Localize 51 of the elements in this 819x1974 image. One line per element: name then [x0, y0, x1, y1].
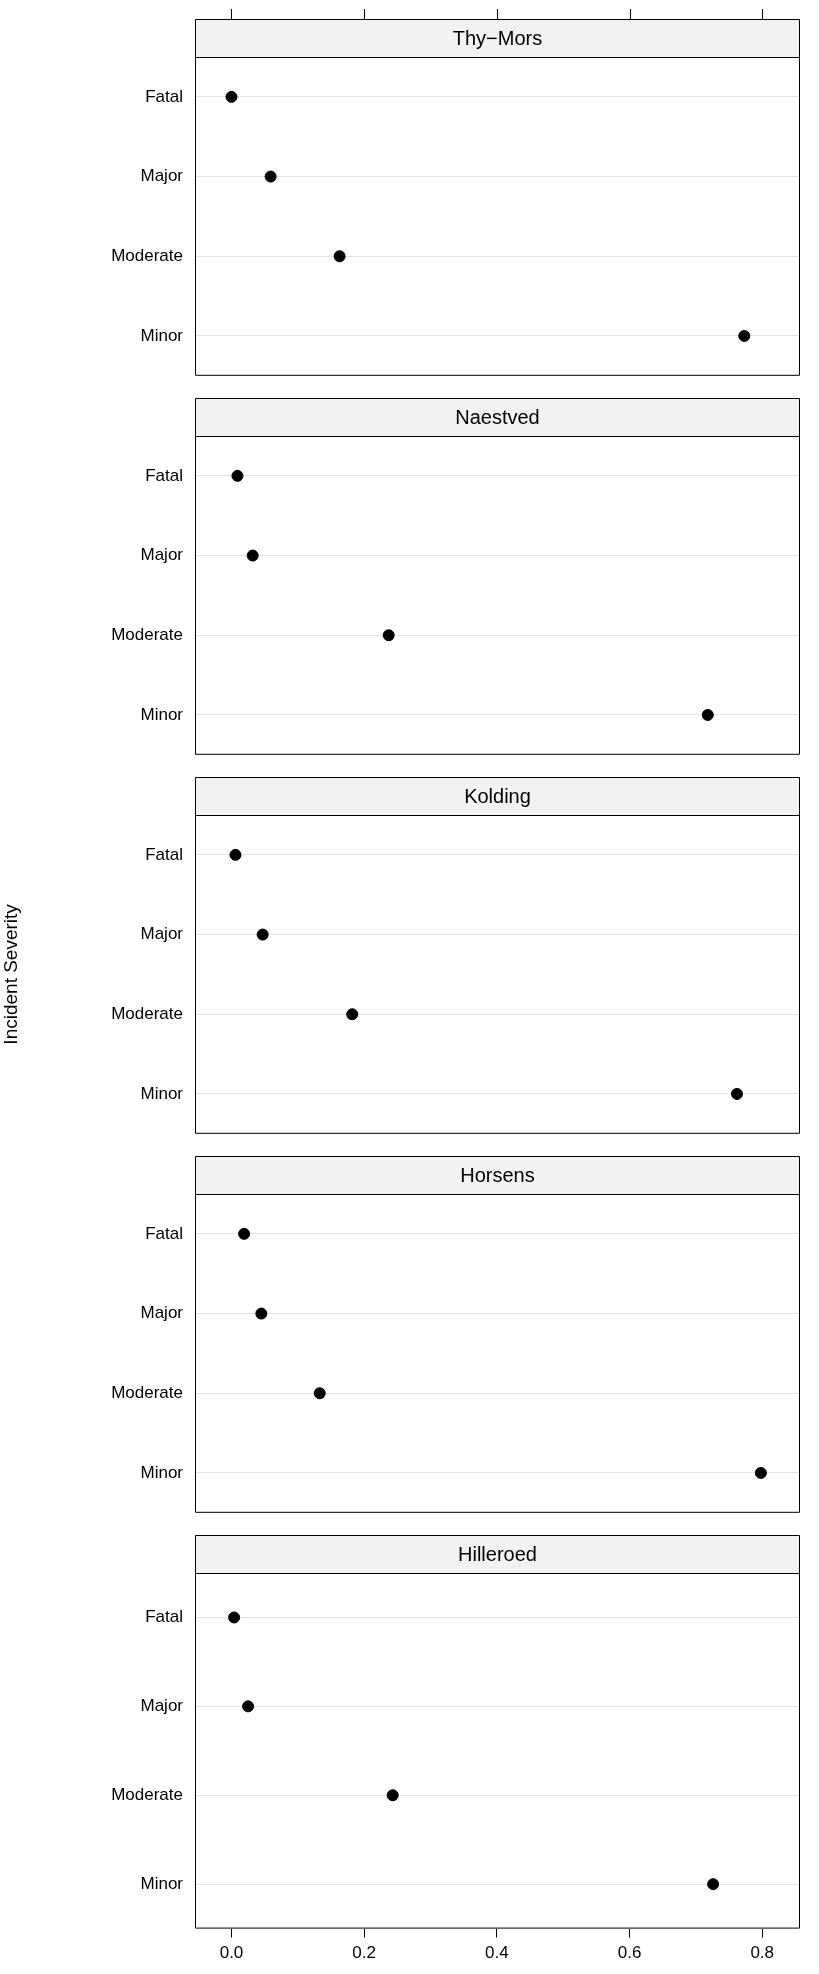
point — [701, 708, 714, 721]
chart-title: Kolding — [464, 784, 531, 807]
y-tick-label: Fatal — [145, 844, 183, 864]
point — [228, 1611, 241, 1624]
point — [386, 1789, 399, 1802]
point — [255, 1307, 268, 1320]
y-tick-label: Moderate — [111, 245, 183, 265]
point — [246, 549, 259, 562]
y-tick-label: Minor — [140, 1083, 184, 1103]
x-tick-label: 0.2 — [352, 1943, 376, 1963]
point — [738, 329, 751, 342]
y-axis-title: Incident Severity — [0, 903, 21, 1045]
y-tick-label: Moderate — [111, 1003, 183, 1023]
chart-title: Thy−Mors — [452, 26, 543, 49]
x-tick-label: 0.0 — [219, 1943, 244, 1963]
point — [229, 848, 242, 861]
y-tick-label: Fatal — [145, 1223, 183, 1243]
y-tick-label: Major — [140, 545, 184, 565]
y-tick-label: Major — [140, 1303, 184, 1323]
point — [382, 629, 395, 642]
y-tick-label: Fatal — [145, 465, 183, 485]
chart-title: Horsens — [460, 1163, 535, 1186]
y-tick-label: Major — [140, 924, 184, 944]
point — [242, 1700, 255, 1713]
y-tick-label: Moderate — [111, 1382, 183, 1402]
y-tick-label: Minor — [140, 704, 184, 724]
chart-title: Naestved — [455, 405, 540, 428]
x-tick-label: 0.8 — [750, 1943, 775, 1963]
point — [707, 1878, 720, 1891]
y-tick-label: Minor — [140, 1873, 184, 1893]
point — [333, 250, 346, 263]
y-tick-label: Minor — [140, 325, 184, 345]
y-tick-label: Moderate — [111, 1784, 183, 1804]
y-tick-label: Fatal — [145, 86, 183, 106]
y-tick-label: Minor — [140, 1462, 184, 1482]
y-tick-label: Fatal — [145, 1607, 183, 1627]
y-tick-label: Major — [140, 1696, 184, 1716]
point — [313, 1387, 326, 1400]
x-tick-label: 0.4 — [485, 1943, 509, 1963]
point — [346, 1008, 359, 1021]
point — [231, 469, 244, 482]
y-tick-label: Major — [140, 166, 184, 186]
point — [238, 1227, 251, 1240]
point — [256, 928, 269, 941]
x-tick-label: 0.6 — [617, 1943, 642, 1963]
point — [730, 1087, 743, 1100]
y-tick-label: Moderate — [111, 624, 183, 644]
point — [754, 1466, 767, 1479]
chart-title: Hilleroed — [458, 1542, 537, 1565]
point — [225, 90, 238, 103]
point — [264, 170, 277, 183]
